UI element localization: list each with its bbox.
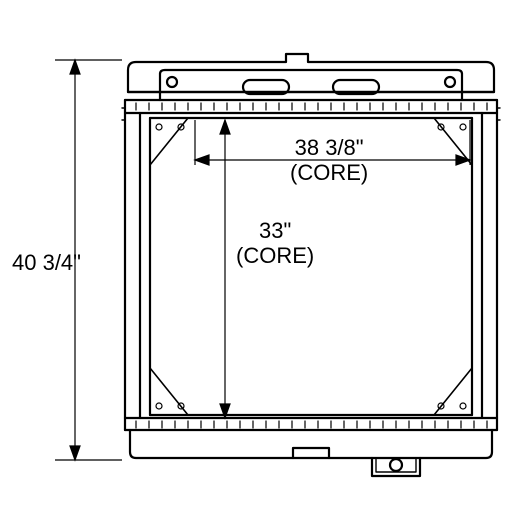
core-width-sub: (CORE) [290, 160, 368, 185]
core-width-label: 38 3/8" (CORE) [290, 135, 368, 186]
core-height-value: 33" [259, 218, 291, 243]
core-width-value: 38 3/8" [295, 135, 364, 160]
core-height-sub: (CORE) [236, 243, 314, 268]
overall-height-label: 40 3/4" [12, 250, 81, 275]
core-height-label: 33" (CORE) [236, 218, 314, 269]
